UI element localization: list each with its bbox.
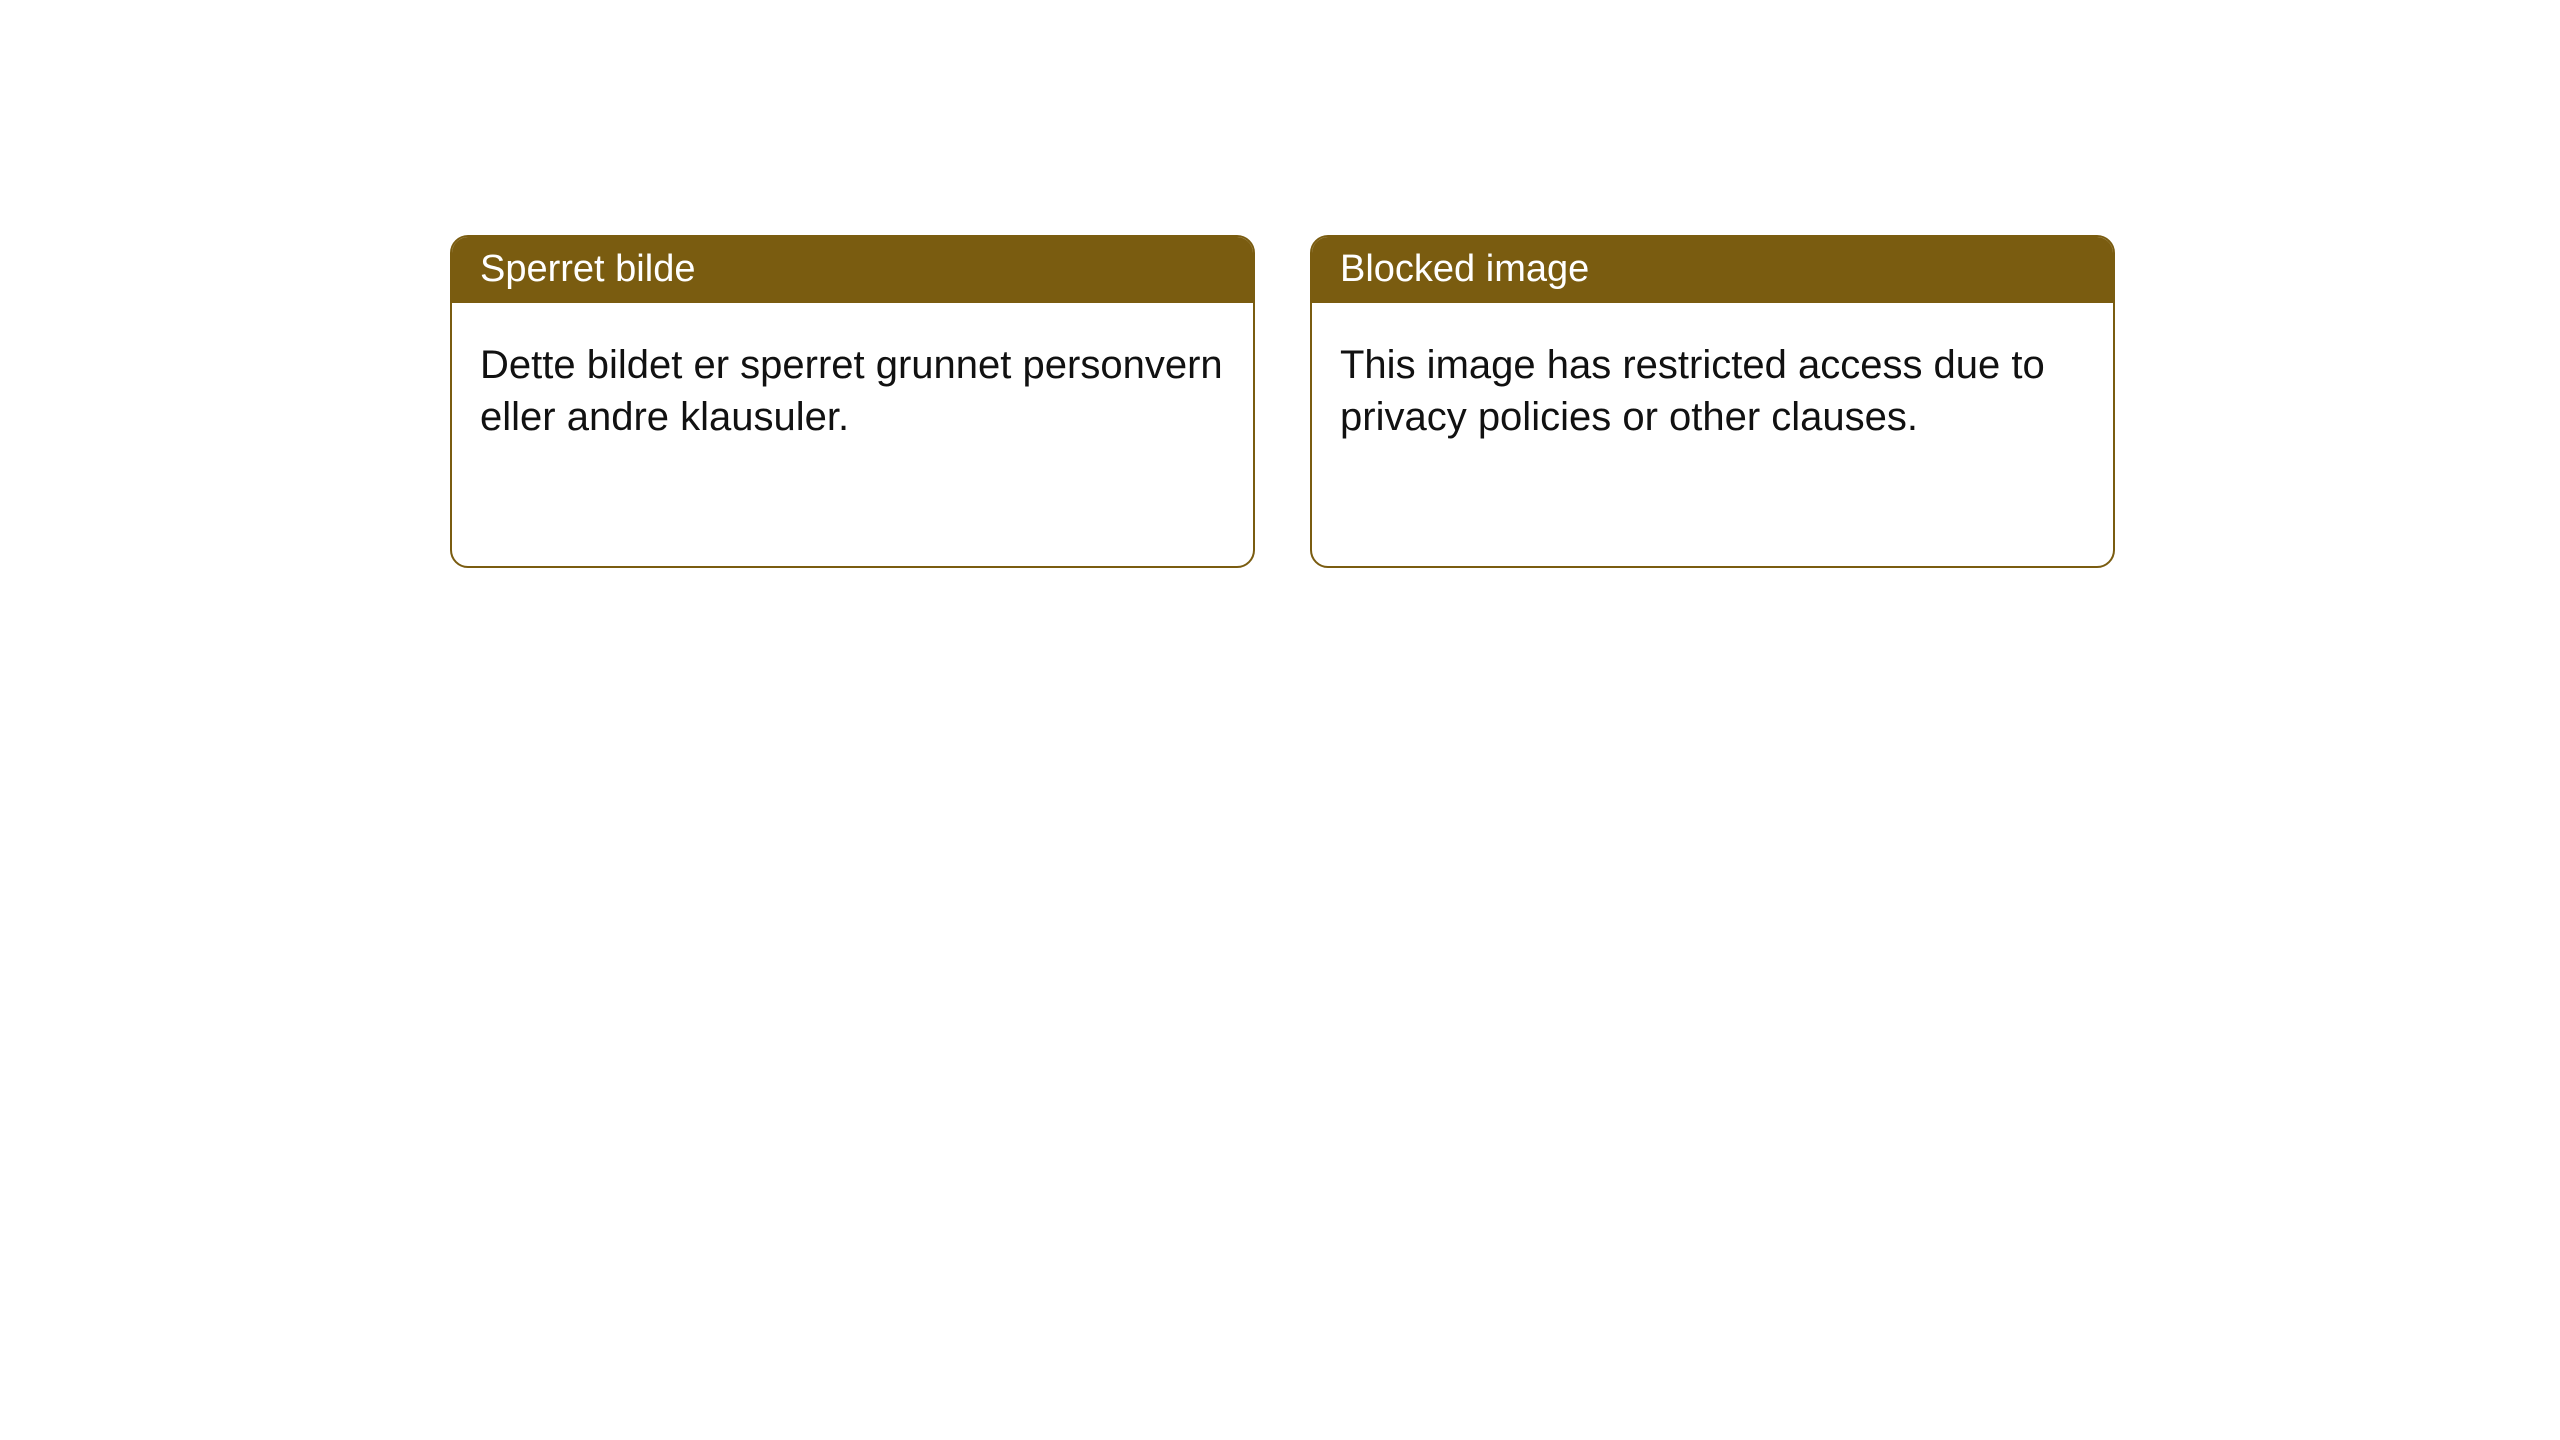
notice-cards-container: Sperret bilde Dette bildet er sperret gr… [450,235,2115,568]
card-title-en: Blocked image [1312,237,2113,303]
card-body-en: This image has restricted access due to … [1312,303,2113,479]
card-body-no: Dette bildet er sperret grunnet personve… [452,303,1253,479]
blocked-image-card-en: Blocked image This image has restricted … [1310,235,2115,568]
card-title-no: Sperret bilde [452,237,1253,303]
blocked-image-card-no: Sperret bilde Dette bildet er sperret gr… [450,235,1255,568]
